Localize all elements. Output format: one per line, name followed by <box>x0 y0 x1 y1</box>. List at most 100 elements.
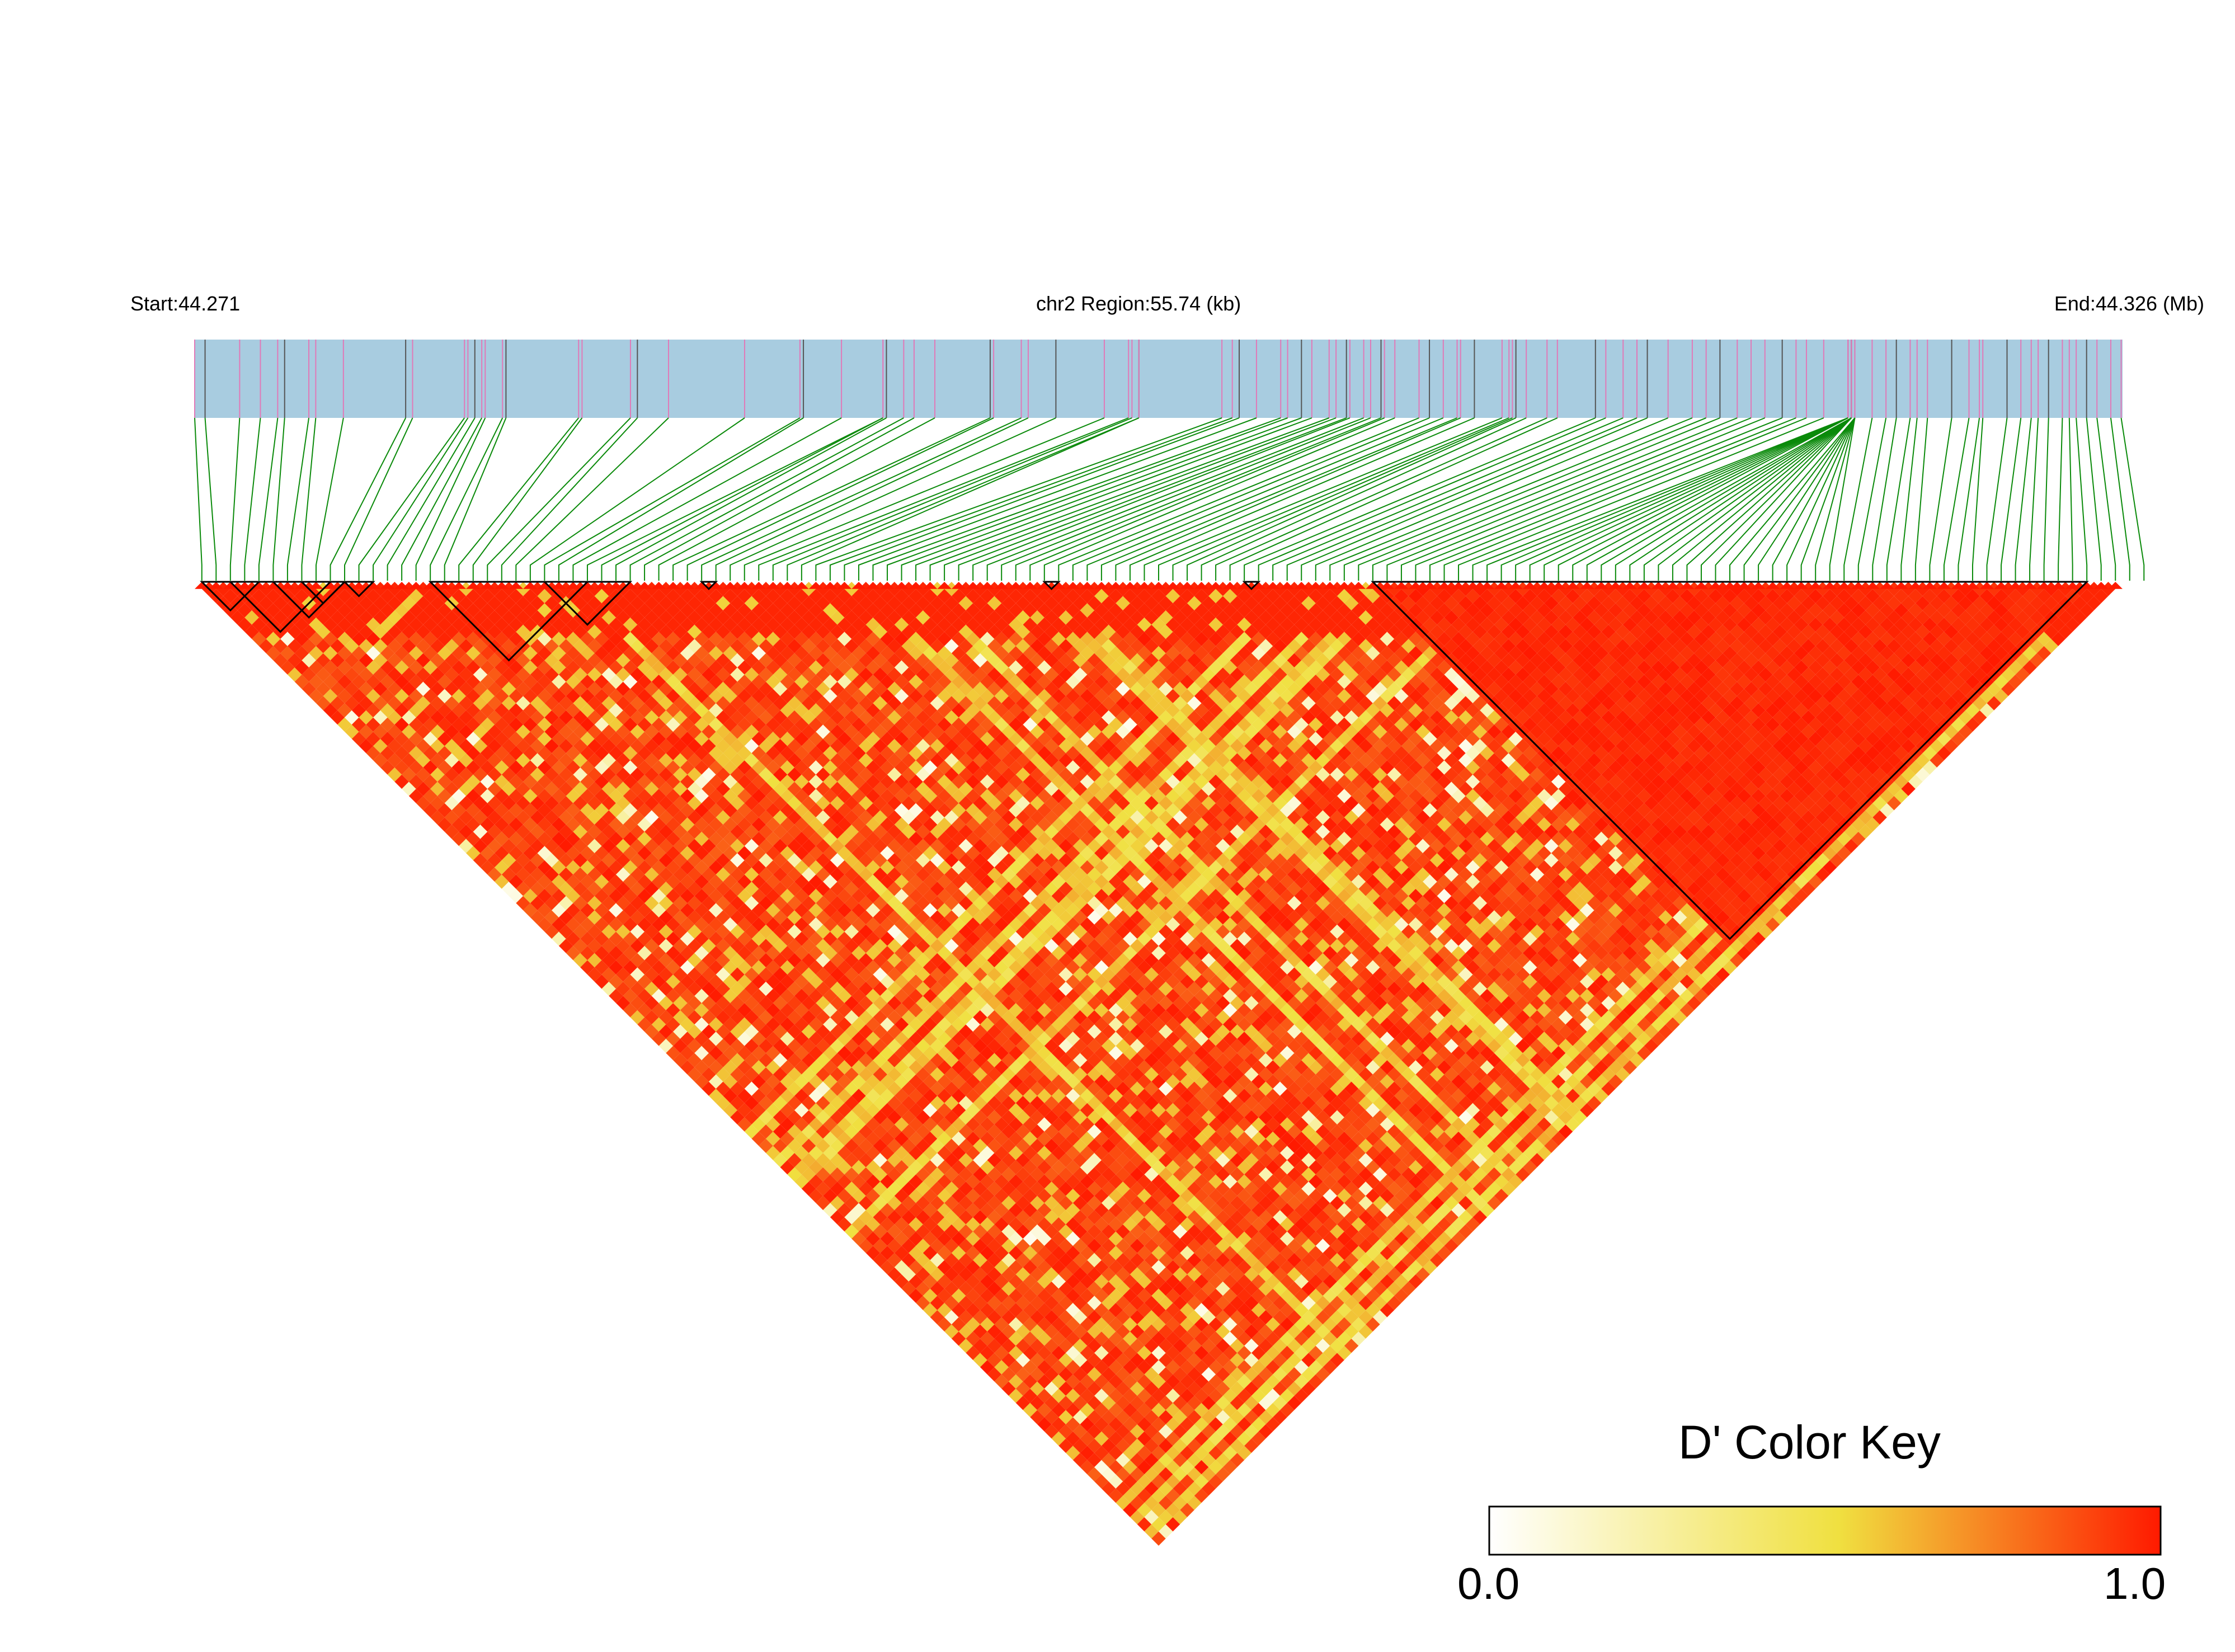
ld-cell <box>1151 1360 1166 1375</box>
ld-cell <box>980 846 995 860</box>
ld-cell <box>687 953 702 968</box>
ld-cell <box>923 1288 938 1303</box>
ld-cell <box>1194 1488 1209 1503</box>
ld-cell <box>1180 1074 1194 1089</box>
snp-connector <box>1800 417 1856 581</box>
ld-cell <box>1159 1053 1173 1067</box>
ld-cell <box>794 903 809 917</box>
ld-cell <box>1123 1317 1137 1332</box>
ld-cell <box>1137 1089 1152 1103</box>
ld-cell <box>909 1160 923 1175</box>
ld-cell <box>451 732 466 746</box>
ld-cell <box>1058 1067 1073 1082</box>
ld-cell <box>1101 1381 1116 1396</box>
ld-cell <box>544 667 559 682</box>
ld-cell <box>830 924 845 939</box>
ld-cell <box>1030 1324 1044 1339</box>
ld-cell <box>909 831 923 846</box>
ld-cell <box>1144 1467 1159 1482</box>
ld-cell <box>437 632 452 646</box>
ld-cell <box>1015 924 1031 939</box>
ld-cell <box>909 1174 923 1189</box>
ld-cell <box>987 1239 1002 1253</box>
snp-connector <box>787 417 1140 581</box>
ld-cell <box>1116 1224 1130 1239</box>
ld-cell <box>687 853 702 868</box>
ld-cell <box>1265 1131 1280 1146</box>
ld-cell <box>1101 1395 1116 1410</box>
ld-cell <box>830 867 845 882</box>
ld-cell <box>994 1174 1009 1189</box>
ld-cell <box>1279 1303 1295 1317</box>
ld-cell <box>1130 1296 1145 1310</box>
ld-cell <box>1137 1345 1152 1361</box>
ld-cell <box>873 1239 888 1253</box>
ld-cell <box>873 724 888 739</box>
snp-connector <box>2043 417 2049 581</box>
ld-cell <box>1251 1117 1266 1132</box>
ld-cell <box>951 1260 966 1275</box>
ld-cell <box>1337 1317 1352 1332</box>
ld-cell <box>1015 967 1031 982</box>
ld-cell <box>1015 1395 1031 1410</box>
ld-cell <box>1180 1345 1194 1361</box>
ld-cell <box>1087 1153 1102 1168</box>
ld-cell <box>1244 1224 1259 1239</box>
ld-cell <box>937 1231 952 1246</box>
ld-cell <box>530 639 545 653</box>
ld-cell <box>1015 896 1031 911</box>
ld-cell <box>1101 1438 1116 1453</box>
ld-cell <box>909 888 923 903</box>
snp-connector <box>686 417 994 581</box>
ld-cell <box>530 710 545 725</box>
ld-cell <box>1230 1395 1245 1410</box>
ld-cell <box>1230 1381 1245 1396</box>
ld-cell <box>544 710 559 725</box>
ld-cell <box>1044 1182 1059 1196</box>
ld-cell <box>487 624 502 639</box>
ld-cell <box>1015 1381 1031 1396</box>
ld-cell <box>1180 1503 1194 1517</box>
snp-connector <box>2029 417 2039 581</box>
ld-cell <box>1173 1438 1188 1453</box>
ld-cell <box>266 589 281 604</box>
ld-cell <box>1072 1395 1088 1410</box>
ld-cell <box>858 1182 873 1196</box>
ld-cell <box>1072 1296 1088 1310</box>
ld-cell <box>609 874 623 889</box>
ld-cell <box>473 767 488 782</box>
ld-cell <box>1087 1467 1102 1482</box>
ld-cell <box>1051 1374 1066 1389</box>
ld-cell <box>1015 1081 1031 1096</box>
ld-cell <box>1094 1089 1109 1103</box>
snp-connector <box>358 417 465 581</box>
ld-cell <box>1244 1253 1259 1268</box>
ld-cell <box>394 646 409 661</box>
ld-cell <box>923 1217 938 1232</box>
ld-cell <box>1116 1239 1130 1253</box>
ld-cell <box>909 817 923 832</box>
ld-cell <box>1244 1281 1259 1296</box>
ld-cell <box>894 1260 909 1275</box>
ld-cell <box>1080 1331 1095 1346</box>
ld-cell <box>1258 1381 1273 1396</box>
snp-connector <box>1929 417 1952 581</box>
ld-cell <box>909 1274 923 1289</box>
ld-cell <box>345 710 359 725</box>
ld-cell <box>944 981 959 996</box>
ld-cell <box>987 1310 1002 1325</box>
ld-cell <box>1323 1288 1338 1303</box>
ld-cell <box>687 1067 702 1082</box>
ld-cell <box>1116 1310 1130 1325</box>
ld-cell <box>909 1032 923 1046</box>
ld-cell <box>1173 1053 1188 1067</box>
ld-cell <box>394 589 409 604</box>
ld-cell <box>1051 1402 1066 1418</box>
ld-cell <box>851 1188 866 1203</box>
ld-cell <box>487 767 502 782</box>
ld-cell <box>858 1138 873 1154</box>
ld-cell <box>1273 1338 1287 1353</box>
ld-cell <box>394 689 409 703</box>
ld-cell <box>958 1310 973 1325</box>
ld-cell <box>687 639 702 653</box>
